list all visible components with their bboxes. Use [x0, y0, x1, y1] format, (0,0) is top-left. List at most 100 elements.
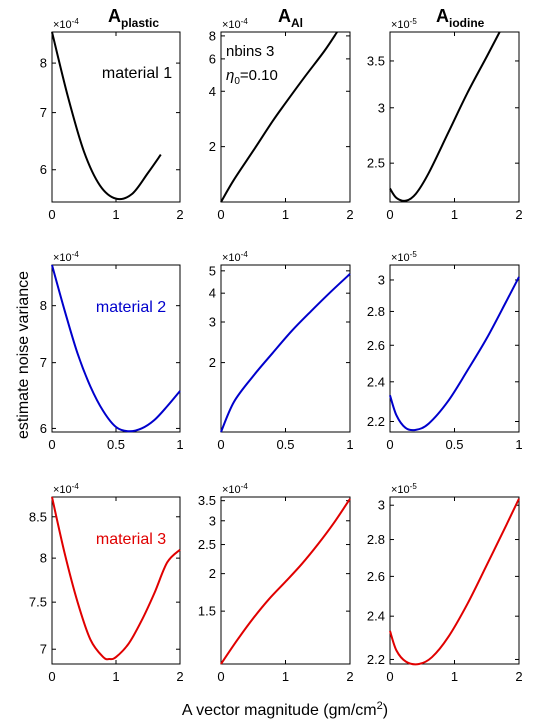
y-scale-factor: ×10-4 — [222, 482, 248, 496]
y-tick-label: 3 — [378, 272, 385, 287]
y-tick-label: 2.4 — [367, 609, 385, 624]
x-tick-label: 0.5 — [276, 437, 294, 452]
x-tick-label: 0 — [386, 669, 393, 684]
x-tick-label: 0 — [217, 437, 224, 452]
x-tick-label: 0 — [217, 207, 224, 222]
x-tick-label: 0.5 — [107, 437, 125, 452]
x-tick-label: 2 — [515, 669, 522, 684]
y-tick-label: 3 — [209, 513, 216, 528]
y-tick-label: 8 — [209, 28, 216, 43]
axes-frame — [389, 31, 520, 203]
x-tick-label: 1 — [515, 437, 522, 452]
y-tick-label: 2.2 — [367, 652, 385, 667]
y-tick-label: 3 — [378, 100, 385, 115]
x-tick-label: 2 — [176, 669, 183, 684]
y-scale-factor: ×10-4 — [53, 17, 79, 31]
series-line — [51, 31, 162, 201]
y-tick-label: 3 — [378, 498, 385, 513]
x-tick-label: 0 — [48, 669, 55, 684]
x-tick-label: 1 — [282, 669, 289, 684]
eta-annotation: η0=0.10 — [226, 67, 278, 87]
y-scale-factor: ×10-4 — [53, 250, 79, 264]
y-tick-label: 8 — [40, 56, 47, 71]
y-tick-label: 2.6 — [367, 338, 385, 353]
series-line — [220, 31, 338, 203]
axes-frame — [389, 264, 520, 433]
y-tick-label: 3.5 — [198, 493, 216, 508]
series-line — [51, 264, 181, 433]
x-tick-label: 1 — [346, 437, 353, 452]
y-tick-label: 2.8 — [367, 304, 385, 319]
panel-r1-c2: 0 0.5 1 2.2 2.4 2.6 2.8 3 ×10-5 — [367, 250, 523, 452]
axes-frame — [220, 264, 351, 433]
material-label: material 1 — [102, 65, 172, 82]
y-tick-label: 8 — [40, 298, 47, 313]
x-tick-label: 1 — [112, 669, 119, 684]
y-tick-label: 8 — [40, 551, 47, 566]
y-tick-label: 2.6 — [367, 569, 385, 584]
x-tick-label: 1 — [176, 437, 183, 452]
axes-layer: 0 1 2 6 7 8 ×10-4 material 1 0 1 2 2 4 6 8 ×10-4 0 1 2 2.5 3… — [29, 17, 523, 684]
panel-r2-c2: 0 1 2 2.2 2.4 2.6 2.8 3 ×10-5 — [367, 482, 523, 684]
series-line — [389, 276, 520, 432]
x-tick-label: 0 — [48, 207, 55, 222]
y-tick-label: 2.2 — [367, 414, 385, 429]
series-line — [220, 498, 351, 665]
y-tick-label: 6 — [40, 162, 47, 177]
y-tick-label: 2 — [209, 566, 216, 581]
axes-frame — [51, 31, 181, 203]
x-tick-label: 0 — [386, 207, 393, 222]
y-scale-factor: ×10-4 — [222, 17, 248, 31]
series-line — [389, 31, 501, 202]
material-label: material 2 — [96, 299, 166, 316]
y-tick-label: 4 — [209, 84, 216, 99]
x-tick-label: 0 — [48, 437, 55, 452]
y-tick-label: 6 — [209, 51, 216, 66]
series-line — [389, 498, 520, 666]
x-tick-label: 0 — [386, 437, 393, 452]
panel-r0-c2: 0 1 2 2.5 3 3.5 ×10-5 — [367, 17, 523, 222]
axes-frame — [389, 496, 520, 665]
y-tick-label: 7 — [40, 642, 47, 657]
panel-r2-c0: 0 1 2 7 7.5 8 8.5 ×10-4 material 3 — [29, 482, 184, 684]
column-title-iodine: Aiodine — [436, 6, 485, 30]
y-scale-factor: ×10-4 — [53, 482, 79, 496]
x-tick-label: 1 — [451, 669, 458, 684]
y-scale-factor: ×10-4 — [222, 250, 248, 264]
y-scale-factor: ×10-5 — [391, 250, 417, 264]
y-tick-label: 6 — [40, 421, 47, 436]
x-tick-label: 2 — [176, 207, 183, 222]
y-tick-label: 7 — [40, 105, 47, 120]
x-tick-label: 0 — [217, 669, 224, 684]
y-tick-label: 4 — [209, 286, 216, 301]
y-tick-label: 2 — [209, 355, 216, 370]
x-tick-label: 2 — [346, 207, 353, 222]
y-axis-label: estimate noise variance — [15, 271, 32, 439]
y-tick-label: 7 — [40, 355, 47, 370]
column-title-plastic: Aplastic — [108, 6, 159, 30]
y-scale-factor: ×10-5 — [391, 17, 417, 31]
panel-r2-c1: 0 1 2 1.5 2 2.5 3 3.5 ×10-4 — [198, 482, 354, 684]
y-scale-factor: ×10-5 — [391, 482, 417, 496]
y-tick-label: 3 — [209, 314, 216, 329]
series-line — [51, 496, 181, 661]
x-tick-label: 0.5 — [445, 437, 463, 452]
y-tick-label: 2 — [209, 139, 216, 154]
axes-frame — [51, 264, 181, 433]
column-title-al: AAl — [278, 6, 303, 30]
y-tick-label: 2.5 — [198, 537, 216, 552]
x-tick-label: 1 — [112, 207, 119, 222]
panel-r0-c1: 0 1 2 2 4 6 8 ×10-4 — [209, 17, 354, 222]
y-tick-label: 1.5 — [198, 604, 216, 619]
x-tick-label: 2 — [346, 669, 353, 684]
x-tick-label: 1 — [451, 207, 458, 222]
y-tick-label: 2.5 — [367, 156, 385, 171]
y-tick-label: 5 — [209, 263, 216, 278]
nbins-annotation: nbins 3 — [226, 43, 274, 60]
y-tick-label: 3.5 — [367, 53, 385, 68]
x-tick-label: 1 — [282, 207, 289, 222]
y-tick-label: 8.5 — [29, 509, 47, 524]
panel-r1-c1: 0 0.5 1 2 3 4 5 ×10-4 — [209, 250, 354, 452]
panel-r1-c0: 0 0.5 1 6 7 8 ×10-4 material 2 — [40, 250, 184, 452]
